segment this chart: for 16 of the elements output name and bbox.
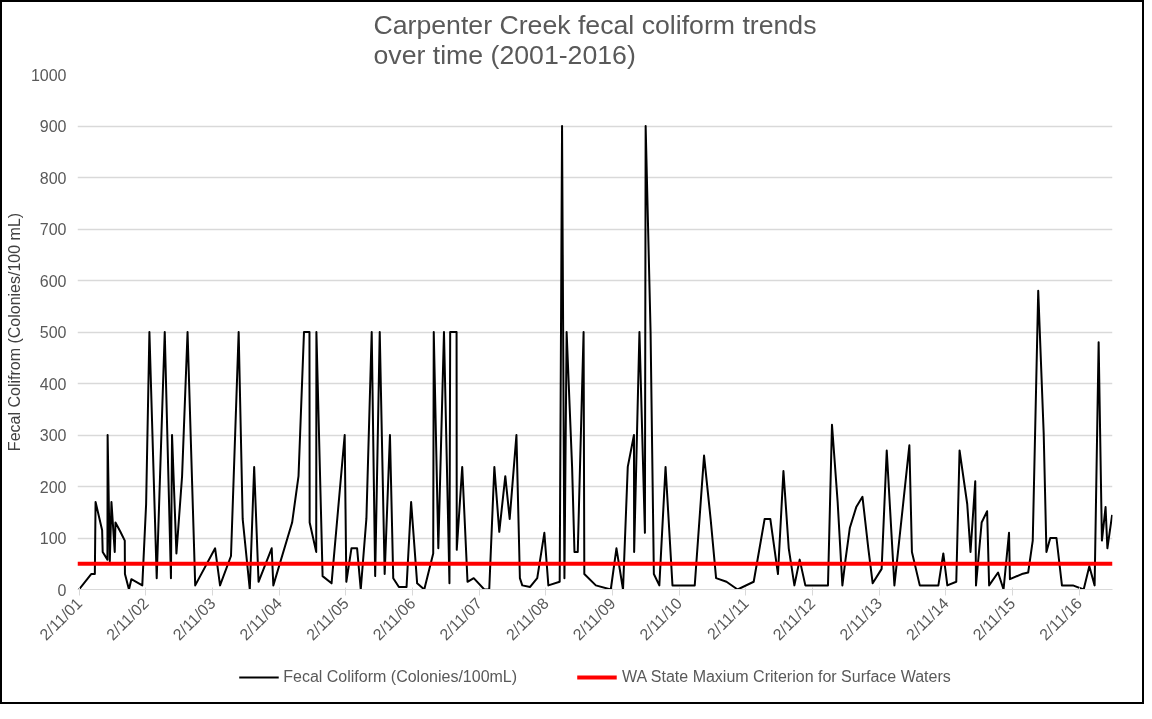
y-tick-label: 0 <box>57 581 67 599</box>
y-tick-label: 1000 <box>30 66 67 84</box>
y-tick-label: 600 <box>39 272 67 290</box>
line-series <box>77 125 1113 590</box>
y-tick-label: 200 <box>39 478 67 496</box>
y-tick-label: 500 <box>39 324 67 341</box>
y-tick-label: 700 <box>39 221 67 238</box>
y-tick-label: 400 <box>39 375 67 393</box>
y-tick-label: 900 <box>39 118 67 135</box>
y-axis-title: Fecal Colifrom (Colonies/100 mL) <box>5 212 23 452</box>
legend-label: Fecal Coliform (Colonies/100mL) <box>283 668 518 686</box>
y-tick-label: 100 <box>39 530 67 547</box>
y-tick-label: 300 <box>39 427 67 444</box>
y-tick-label: 800 <box>39 169 67 187</box>
chart-title: Carpenter Creek fecal coliform trends over time (2001-2016) <box>373 9 817 70</box>
legend-label: WA State Maxium Criterion for Surface Waters <box>622 668 951 686</box>
